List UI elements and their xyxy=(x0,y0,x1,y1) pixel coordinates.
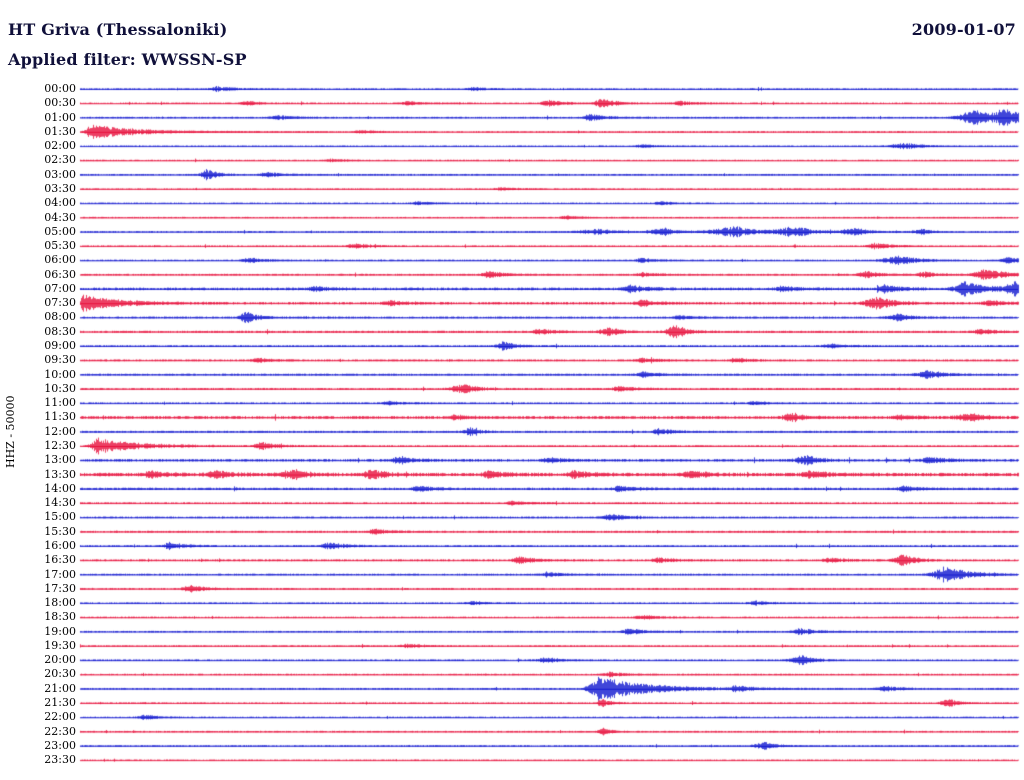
trace-time-label: 10:00 xyxy=(44,367,76,381)
report-date: 2009-01-07 xyxy=(911,20,1016,39)
trace-time-label: 08:30 xyxy=(44,324,76,338)
trace-time-label: 09:00 xyxy=(44,339,76,353)
trace-time-label: 21:30 xyxy=(44,696,76,710)
trace-time-label: 09:30 xyxy=(44,353,76,367)
trace-time-label: 12:30 xyxy=(44,439,76,452)
trace-time-label: 07:00 xyxy=(44,281,76,295)
trace-time-label: 01:00 xyxy=(44,110,76,124)
trace-time-label: 08:00 xyxy=(44,310,76,324)
trace-time-label: 15:00 xyxy=(44,510,76,524)
trace-time-label: 18:30 xyxy=(44,610,76,624)
trace-time-label: 06:30 xyxy=(44,267,76,281)
trace-time-label: 02:00 xyxy=(44,139,76,153)
trace-time-label: 17:30 xyxy=(44,581,76,595)
trace-time-label: 07:30 xyxy=(44,296,76,310)
trace-time-label: 00:00 xyxy=(44,82,76,95)
trace-time-label: 11:00 xyxy=(44,396,76,410)
trace-time-label: 20:30 xyxy=(44,667,76,681)
trace-time-label: 17:00 xyxy=(44,567,76,581)
trace-time-label: 01:30 xyxy=(44,124,76,138)
trace-time-label: 11:30 xyxy=(44,410,76,424)
trace-time-label: 16:00 xyxy=(44,538,76,552)
applied-filter-label: Applied filter: WWSSN-SP xyxy=(8,50,247,69)
trace-time-label: 12:00 xyxy=(44,424,76,438)
trace-time-label: 04:30 xyxy=(44,210,76,224)
trace-time-label: 13:30 xyxy=(44,467,76,481)
trace-time-label: 03:30 xyxy=(44,181,76,195)
trace-time-label: 05:00 xyxy=(44,224,76,238)
trace-time-label: 06:00 xyxy=(44,253,76,267)
trace-time-label: 15:30 xyxy=(44,524,76,538)
trace-time-label: 20:00 xyxy=(44,653,76,667)
trace-time-label: 19:30 xyxy=(44,638,76,652)
trace-time-label: 02:30 xyxy=(44,153,76,167)
trace-time-label: 10:30 xyxy=(44,381,76,395)
trace-time-label: 22:00 xyxy=(44,710,76,724)
trace-time-label: 18:00 xyxy=(44,596,76,610)
trace-time-label: 23:00 xyxy=(44,738,76,752)
trace-time-label: 22:30 xyxy=(44,724,76,738)
trace-time-label: 19:00 xyxy=(44,624,76,638)
trace-time-label: 13:00 xyxy=(44,453,76,467)
trace-time-label: 03:00 xyxy=(44,167,76,181)
trace-time-label: 14:00 xyxy=(44,481,76,495)
trace-time-label: 04:00 xyxy=(44,196,76,210)
trace-time-label: 21:00 xyxy=(44,681,76,695)
trace-time-label: 14:30 xyxy=(44,496,76,510)
station-title: HT Griva (Thessaloniki) xyxy=(8,20,228,39)
trace-time-label: 05:30 xyxy=(44,239,76,253)
trace-time-label: 00:30 xyxy=(44,96,76,110)
trace-time-label: 16:30 xyxy=(44,553,76,567)
trace-time-label: 23:30 xyxy=(44,753,76,767)
